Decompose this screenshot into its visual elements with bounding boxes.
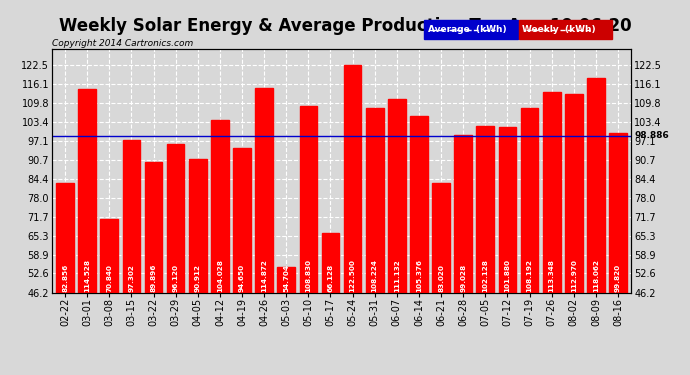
Text: 113.348: 113.348 <box>549 259 555 292</box>
Bar <box>277 267 295 292</box>
Bar <box>410 116 428 292</box>
Text: 99.820: 99.820 <box>615 264 621 292</box>
Bar <box>322 233 339 292</box>
Text: 114.872: 114.872 <box>261 259 267 292</box>
Bar <box>609 133 627 292</box>
Bar <box>101 219 118 292</box>
Bar <box>366 108 384 292</box>
Bar <box>565 93 582 292</box>
Bar <box>145 162 162 292</box>
Bar <box>388 99 406 292</box>
Bar <box>477 126 494 292</box>
Text: 97.302: 97.302 <box>128 264 135 292</box>
Text: 104.028: 104.028 <box>217 259 223 292</box>
Bar <box>233 148 251 292</box>
Bar <box>587 78 605 292</box>
Text: 82.856: 82.856 <box>62 263 68 292</box>
Text: 108.224: 108.224 <box>372 259 377 292</box>
Text: 99.028: 99.028 <box>460 264 466 292</box>
Text: 118.062: 118.062 <box>593 259 599 292</box>
Text: 108.192: 108.192 <box>526 259 533 292</box>
Bar <box>344 65 362 292</box>
Text: 98.886: 98.886 <box>634 131 669 140</box>
Text: 111.132: 111.132 <box>394 259 400 292</box>
Bar <box>255 88 273 292</box>
Text: Weekly  (kWh): Weekly (kWh) <box>522 25 596 34</box>
Text: 105.376: 105.376 <box>416 259 422 292</box>
Text: 83.020: 83.020 <box>438 264 444 292</box>
Text: 122.500: 122.500 <box>350 259 355 292</box>
Bar <box>455 135 472 292</box>
Text: Weekly Solar Energy & Average Production Tue Aug 19 06:20: Weekly Solar Energy & Average Production… <box>59 17 631 35</box>
Bar <box>123 140 140 292</box>
Text: 101.880: 101.880 <box>504 259 511 292</box>
Bar <box>543 92 560 292</box>
Text: 54.704: 54.704 <box>283 264 289 292</box>
Text: Average  (kWh): Average (kWh) <box>428 25 506 34</box>
Text: Copyright 2014 Cartronics.com: Copyright 2014 Cartronics.com <box>52 39 193 48</box>
Text: 94.650: 94.650 <box>239 264 245 292</box>
Bar <box>499 127 516 292</box>
Text: 96.120: 96.120 <box>172 264 179 292</box>
Bar <box>299 106 317 292</box>
Bar <box>432 183 450 292</box>
Bar <box>167 144 184 292</box>
Bar <box>211 120 228 292</box>
Text: 89.896: 89.896 <box>150 263 157 292</box>
Text: 102.128: 102.128 <box>482 259 489 292</box>
Bar <box>189 159 206 292</box>
Text: 70.840: 70.840 <box>106 264 112 292</box>
Bar <box>521 108 538 292</box>
Text: 90.912: 90.912 <box>195 264 201 292</box>
Bar <box>56 183 74 292</box>
Text: 66.128: 66.128 <box>328 264 333 292</box>
Text: 114.528: 114.528 <box>84 259 90 292</box>
Text: 108.830: 108.830 <box>306 259 311 292</box>
Bar <box>78 89 96 292</box>
Text: 112.970: 112.970 <box>571 259 577 292</box>
